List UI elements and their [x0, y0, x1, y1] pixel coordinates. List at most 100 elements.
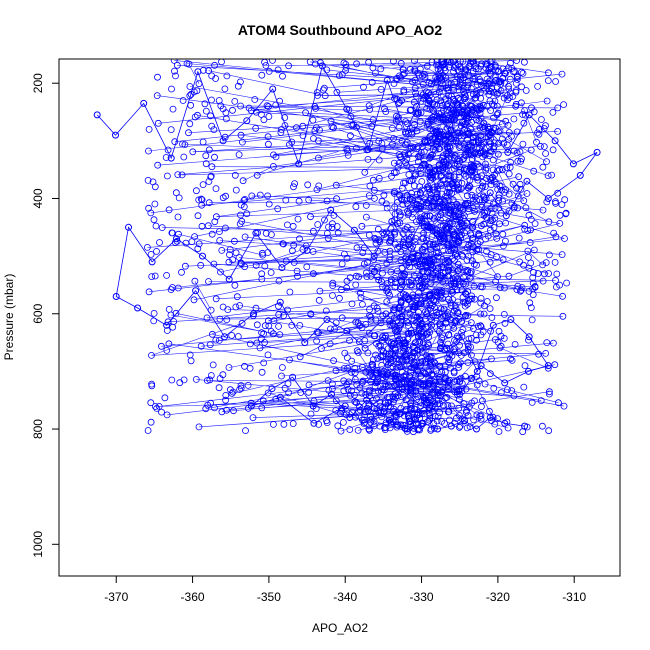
- data-point: [323, 316, 331, 323]
- series-layer: [93, 62, 601, 433]
- data-point: [501, 419, 509, 427]
- data-point: [419, 91, 427, 99]
- x-tick-label: -370: [104, 590, 128, 604]
- y-tick-label: 400: [31, 188, 45, 208]
- data-point: [419, 419, 427, 427]
- data-point: [544, 195, 552, 202]
- data-point: [524, 367, 532, 375]
- x-tick-label: -330: [410, 590, 434, 604]
- x-tick-label: -350: [257, 590, 281, 604]
- data-point: [469, 223, 477, 231]
- data-point: [225, 275, 233, 283]
- data-point: [125, 223, 132, 231]
- data-point: [399, 385, 406, 393]
- data-point: [485, 125, 493, 133]
- data-point: [173, 235, 180, 243]
- data-point: [112, 293, 120, 300]
- data-point: [318, 62, 326, 70]
- data-point: [221, 333, 229, 341]
- data-point: [473, 425, 480, 433]
- y-tick-label: 200: [31, 73, 45, 93]
- data-point: [301, 339, 309, 347]
- data-point: [403, 425, 411, 433]
- data-point: [276, 298, 284, 306]
- data-point: [250, 310, 258, 318]
- data-point: [363, 396, 371, 404]
- x-tick-label: -310: [562, 590, 586, 604]
- data-point: [148, 258, 156, 266]
- background-data-cloud: [143, 59, 570, 436]
- data-point: [289, 373, 297, 381]
- data-point: [437, 235, 445, 243]
- data-point: [452, 137, 460, 145]
- data-point: [460, 416, 468, 424]
- data-point: [364, 146, 372, 153]
- data-point: [501, 379, 509, 387]
- data-point: [327, 206, 335, 214]
- data-point: [278, 264, 286, 272]
- x-tick-label: -320: [486, 590, 510, 604]
- y-tick-label: 800: [31, 419, 45, 439]
- y-tick-label: 1000: [31, 531, 45, 558]
- data-point: [194, 68, 202, 76]
- data-point: [295, 160, 303, 168]
- data-point: [489, 321, 497, 329]
- data-point: [380, 408, 388, 416]
- data-point: [361, 344, 369, 352]
- data-point: [456, 390, 464, 398]
- data-point: [343, 105, 351, 113]
- data-point: [140, 99, 148, 107]
- data-point: [502, 212, 510, 220]
- data-point: [219, 137, 227, 145]
- data-point: [167, 154, 175, 162]
- data-point: [328, 390, 335, 398]
- data-point: [436, 114, 444, 122]
- data-point: [486, 414, 494, 421]
- data-point: [507, 316, 515, 323]
- data-point: [268, 385, 276, 393]
- plot-area: [93, 59, 601, 436]
- x-axis: -370 -360 -350 -340 -330 -320 -310: [104, 575, 587, 604]
- data-point: [93, 111, 101, 119]
- data-point: [417, 402, 425, 410]
- data-point: [243, 117, 251, 125]
- data-point: [346, 414, 354, 421]
- data-point: [269, 85, 277, 93]
- data-point: [310, 419, 318, 427]
- data-point: [521, 422, 529, 430]
- data-point: [504, 148, 512, 156]
- data-point: [303, 246, 311, 254]
- data-point: [434, 425, 442, 433]
- data-point: [379, 333, 387, 341]
- x-axis-label: APO_AO2: [312, 621, 368, 635]
- data-point: [365, 425, 373, 433]
- data-point: [395, 356, 403, 364]
- data-point: [473, 367, 481, 375]
- x-tick-label: -340: [333, 590, 357, 604]
- data-point: [112, 131, 119, 139]
- cloud-markers: [143, 59, 570, 436]
- data-point: [192, 287, 200, 295]
- x-tick-label: -360: [181, 590, 205, 604]
- data-point: [544, 362, 552, 370]
- data-point: [405, 241, 413, 249]
- data-point: [551, 137, 559, 145]
- data-point: [477, 362, 485, 370]
- y-axis: 200 400 600 800 1000: [31, 73, 60, 558]
- data-point: [163, 321, 171, 329]
- data-point: [523, 177, 531, 185]
- data-point: [569, 160, 577, 168]
- data-point: [199, 252, 206, 260]
- data-point: [428, 321, 435, 329]
- data-point: [276, 393, 284, 401]
- data-point: [411, 339, 419, 347]
- data-point: [383, 76, 391, 84]
- data-point: [486, 189, 494, 197]
- data-point: [309, 402, 317, 410]
- data-point: [468, 102, 476, 110]
- chart-title: ATOM4 Southbound APO_AO2: [238, 22, 443, 38]
- data-point: [247, 402, 255, 410]
- data-point: [443, 344, 451, 352]
- data-point: [341, 402, 349, 410]
